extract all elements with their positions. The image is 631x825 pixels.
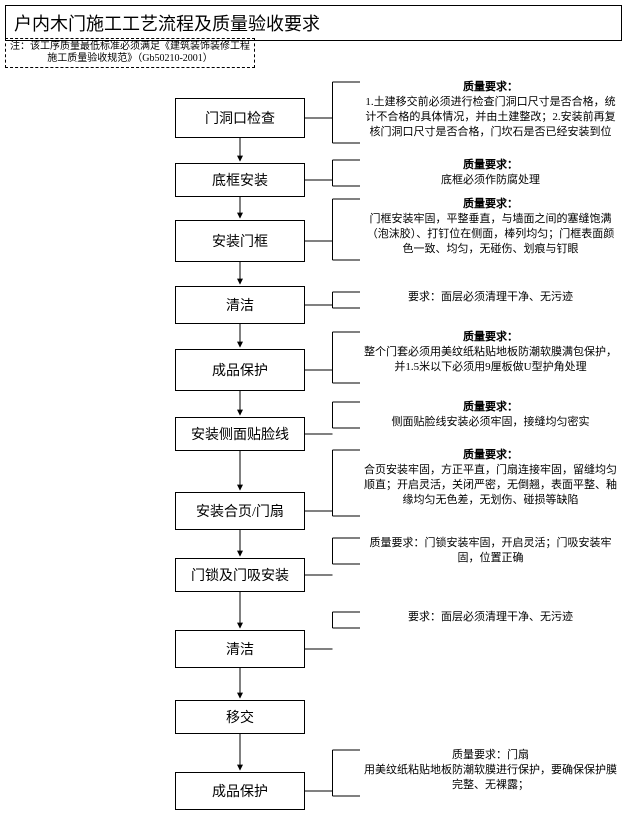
step-label: 安装侧面贴脸线 <box>191 424 289 444</box>
requirement-body: 1.土建移交前必须进行检查门洞口尺寸是否合格，统计不合格的具体情况，并由土建整改… <box>364 95 617 140</box>
step-s6: 安装侧面贴脸线 <box>175 417 305 451</box>
page: 户内木门施工工艺流程及质量验收要求 注：该工序质量最低标准必须满足《建筑装饰装修… <box>0 0 631 825</box>
requirement-head: 质量要求： <box>364 80 617 95</box>
title-text: 户内木门施工工艺流程及质量验收要求 <box>14 14 320 34</box>
requirement-s8: 质量要求：门锁安装牢固，开启灵活；门吸安装牢固，位置正确 <box>360 536 621 566</box>
step-label: 门锁及门吸安装 <box>191 565 289 585</box>
requirement-head: 质量要求： <box>364 330 617 345</box>
step-s7: 安装合页/门扇 <box>175 492 305 530</box>
requirement-head: 质量要求： <box>364 197 617 212</box>
step-label: 移交 <box>226 707 254 727</box>
requirement-body: 质量要求：门扇 用美纹纸粘贴地板防潮软膜进行保护，要确保保护膜完整、无裸露； <box>364 748 617 793</box>
title-bar: 户内木门施工工艺流程及质量验收要求 <box>5 5 622 41</box>
requirement-s4: 要求：面层必须清理干净、无污迹 <box>360 290 621 305</box>
step-s1: 门洞口检查 <box>175 98 305 138</box>
requirement-body: 合页安装牢固，方正平直，门扇连接牢固，留缝均匀顺直；开启灵活，关闭严密，无倒翘，… <box>364 463 617 508</box>
requirement-head: 质量要求： <box>364 158 617 173</box>
requirement-s9: 要求：面层必须清理干净、无污迹 <box>360 610 621 625</box>
requirement-head: 质量要求： <box>364 400 617 415</box>
step-label: 清洁 <box>226 295 254 315</box>
step-s11: 成品保护 <box>175 772 305 810</box>
requirement-s1: 质量要求：1.土建移交前必须进行检查门洞口尺寸是否合格，统计不合格的具体情况，并… <box>360 80 621 139</box>
requirement-body: 要求：面层必须清理干净、无污迹 <box>364 610 617 625</box>
requirement-s3: 质量要求：门框安装牢固，平整垂直，与墙面之间的塞缝饱满（泡沫胶）、打钉位在侧面，… <box>360 197 621 256</box>
step-s8: 门锁及门吸安装 <box>175 558 305 592</box>
note-text: 注：该工序质量最低标准必须满足《建筑装饰装修工程施工质量验收规范》（Gb5021… <box>10 41 250 64</box>
step-s9: 清洁 <box>175 630 305 668</box>
step-label: 成品保护 <box>212 360 268 380</box>
requirement-body: 质量要求：门锁安装牢固，开启灵活；门吸安装牢固，位置正确 <box>364 536 617 566</box>
requirement-s7: 质量要求：合页安装牢固，方正平直，门扇连接牢固，留缝均匀顺直；开启灵活，关闭严密… <box>360 448 621 507</box>
step-label: 底框安装 <box>212 170 268 190</box>
step-label: 门洞口检查 <box>205 108 275 128</box>
step-label: 清洁 <box>226 639 254 659</box>
requirement-s2: 质量要求：底框必须作防腐处理 <box>360 158 621 188</box>
note-box: 注：该工序质量最低标准必须满足《建筑装饰装修工程施工质量验收规范》（Gb5021… <box>5 38 255 68</box>
requirement-body: 整个门套必须用美纹纸粘贴地板防潮软膜满包保护，并1.5米以下必须用9厘板做U型护… <box>364 345 617 375</box>
requirement-s6: 质量要求：侧面贴脸线安装必须牢固，接缝均匀密实 <box>360 400 621 430</box>
step-label: 成品保护 <box>212 781 268 801</box>
step-s4: 清洁 <box>175 286 305 324</box>
step-s5: 成品保护 <box>175 349 305 391</box>
step-s3: 安装门框 <box>175 220 305 262</box>
requirement-body: 侧面贴脸线安装必须牢固，接缝均匀密实 <box>364 415 617 430</box>
requirement-s11: 质量要求：门扇 用美纹纸粘贴地板防潮软膜进行保护，要确保保护膜完整、无裸露； <box>360 748 621 793</box>
requirement-body: 门框安装牢固，平整垂直，与墙面之间的塞缝饱满（泡沫胶）、打钉位在侧面，棒列均匀；… <box>364 212 617 257</box>
requirement-body: 要求：面层必须清理干净、无污迹 <box>364 290 617 305</box>
step-label: 安装门框 <box>212 231 268 251</box>
step-s2: 底框安装 <box>175 163 305 197</box>
step-s10: 移交 <box>175 700 305 734</box>
requirement-s5: 质量要求：整个门套必须用美纹纸粘贴地板防潮软膜满包保护，并1.5米以下必须用9厘… <box>360 330 621 375</box>
requirement-head: 质量要求： <box>364 448 617 463</box>
requirement-body: 底框必须作防腐处理 <box>364 173 617 188</box>
step-label: 安装合页/门扇 <box>196 501 284 521</box>
